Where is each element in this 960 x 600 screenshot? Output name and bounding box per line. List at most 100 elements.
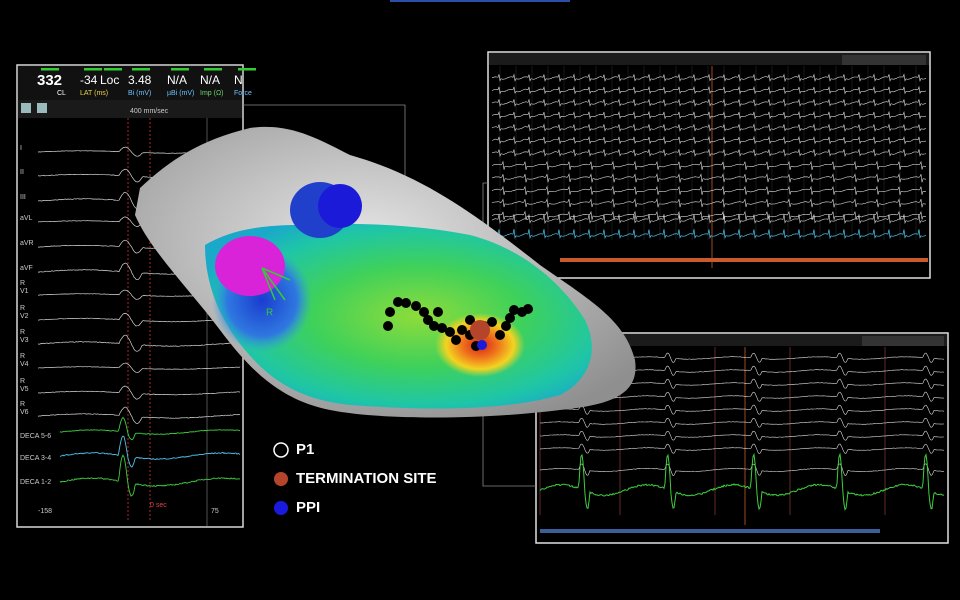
- trace: [37, 334, 241, 352]
- lead-label: V3: [20, 337, 29, 344]
- p1-point: [383, 321, 393, 331]
- signal-indicator: [171, 68, 189, 71]
- trace: [37, 385, 241, 400]
- lead-label: aVL: [20, 215, 33, 222]
- trace: [491, 185, 927, 195]
- tool-icon[interactable]: [21, 103, 31, 113]
- readout-label: CL: [57, 90, 66, 97]
- trace: [539, 430, 944, 441]
- p1-point: [509, 305, 519, 315]
- lead-label: V1: [20, 288, 29, 295]
- trace: [59, 435, 241, 468]
- ecg-panel-top-right: [487, 51, 931, 279]
- lead-prefix: R: [20, 401, 25, 408]
- p1-point: [393, 297, 403, 307]
- footer-left: -158: [38, 508, 52, 515]
- trace: [491, 172, 927, 183]
- p1-point: [429, 321, 439, 331]
- lead-prefix: R: [20, 280, 25, 287]
- trace: [491, 123, 927, 133]
- legend: P1 TERMINATION SITE PPI: [273, 441, 437, 516]
- termination-site: [470, 320, 490, 340]
- tool-icon[interactable]: [37, 103, 47, 113]
- p1-point: [385, 307, 395, 317]
- signal-indicator: [132, 68, 150, 71]
- signal-indicator: [104, 68, 122, 71]
- footer-right: 75: [211, 508, 219, 515]
- lead-label: II: [20, 169, 24, 176]
- signal-indicator: [238, 68, 256, 71]
- readout-value: N: [234, 73, 243, 87]
- footer-center: 0 sec: [150, 502, 167, 509]
- signal-indicator: [41, 68, 59, 71]
- trace: [59, 454, 241, 497]
- electroanatomic-map: R: [135, 126, 636, 418]
- p1-point: [451, 335, 461, 345]
- trace: [491, 110, 927, 120]
- trace: [491, 73, 927, 83]
- toolbar: [18, 100, 242, 118]
- trace: [539, 417, 945, 428]
- p1-point: [487, 317, 497, 327]
- p1-point: [505, 313, 515, 323]
- ppi-point: [477, 340, 487, 350]
- readout-value: 3.48: [128, 73, 152, 87]
- sweep-speed: 400 mm/sec: [130, 108, 169, 115]
- p1-point: [419, 307, 429, 317]
- p1-point: [411, 301, 421, 311]
- lead-label: V5: [20, 386, 29, 393]
- lead-prefix: R: [20, 329, 25, 336]
- lead-prefix: R: [20, 378, 25, 385]
- trace: [491, 214, 927, 225]
- lead-label: V6: [20, 409, 29, 416]
- lead-label: III: [20, 194, 26, 201]
- legend-swatch: [273, 442, 289, 458]
- legend-label: P1: [296, 441, 314, 458]
- p1-points: [383, 297, 533, 351]
- readout-label: Imp (Ω): [200, 90, 224, 97]
- trace: [540, 443, 945, 454]
- toolbar-group[interactable]: [842, 55, 926, 65]
- lead-label: I: [20, 145, 22, 152]
- trace: [37, 406, 241, 424]
- trace: [37, 362, 241, 373]
- readout-value: -34: [80, 73, 98, 87]
- p1-point: [523, 304, 533, 314]
- toolbar: [537, 334, 947, 346]
- lead-label: aVR: [20, 240, 34, 247]
- lead-prefix: R: [20, 353, 25, 360]
- lead-label: aVF: [20, 265, 33, 272]
- trace: [539, 463, 945, 476]
- trace: [491, 197, 927, 208]
- deca-label: DECA 1-2: [20, 479, 51, 486]
- lead-label: V2: [20, 313, 29, 320]
- readout-value: Loc: [100, 73, 119, 87]
- p1-point: [401, 298, 411, 308]
- legend-label: TERMINATION SITE: [296, 470, 437, 487]
- map-label: R: [266, 308, 273, 319]
- readout-label: LAT (ms): [80, 90, 108, 97]
- toolbar-group[interactable]: [862, 336, 944, 346]
- readout-value: N/A: [167, 73, 187, 87]
- p1-point: [457, 325, 467, 335]
- timeline-bar: [560, 258, 928, 262]
- trace: [491, 160, 927, 170]
- deca-label: DECA 3-4: [20, 455, 51, 462]
- trace: [540, 404, 945, 415]
- trace: [59, 416, 241, 441]
- trace: [491, 229, 927, 240]
- top-tab: [390, 0, 570, 2]
- signal-indicator: [84, 68, 102, 71]
- trace: [491, 98, 927, 108]
- readout-label: Bi (mV): [128, 90, 151, 97]
- p1-point: [495, 330, 505, 340]
- p1-point: [433, 307, 443, 317]
- lead-label: V4: [20, 361, 29, 368]
- early-region: [318, 184, 362, 228]
- catheter-icon: [261, 267, 291, 301]
- readout-value: 332: [37, 72, 62, 89]
- trace: [491, 148, 927, 158]
- p1-point: [501, 321, 511, 331]
- late-region: [215, 236, 285, 296]
